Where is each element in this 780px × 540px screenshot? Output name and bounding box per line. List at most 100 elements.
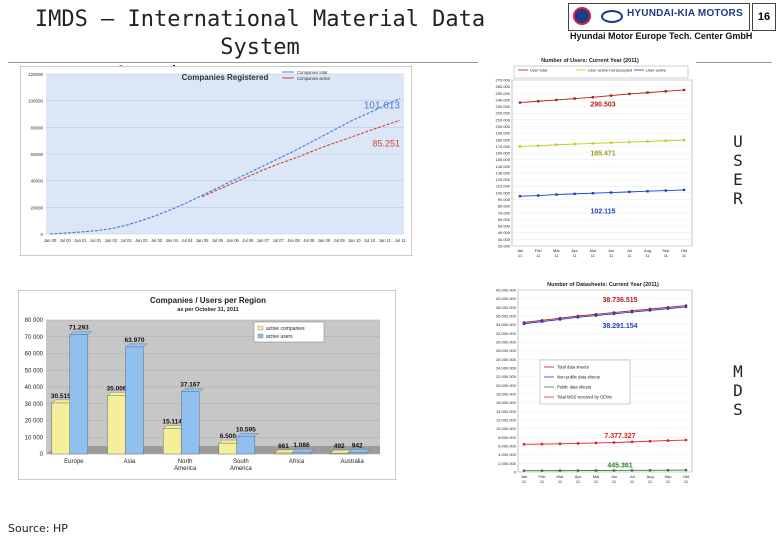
series-line [523, 469, 687, 472]
company-subline: Hyundai Motor Europe Tech. Center GmbH [570, 31, 753, 41]
y-tick-label: 6.000.000 [498, 444, 517, 449]
data-point [594, 469, 598, 472]
legend-label: Total MDS received by OEMs [557, 395, 612, 400]
y-tick-label: 24.000.000 [496, 366, 517, 371]
side-letter: M [733, 362, 743, 381]
x-tick-label: Feb [539, 474, 547, 479]
x-tick-label: 11 [576, 479, 581, 484]
y-tick-label: 16.000.000 [496, 400, 517, 405]
mds-side-label: M D S [728, 362, 748, 419]
y-tick-label: 20000 [30, 205, 43, 210]
data-point [666, 307, 670, 310]
bar [180, 391, 200, 455]
y-tick-label: 40 000 [25, 385, 44, 391]
data-point [609, 94, 613, 97]
x-tick-label: Jul [629, 474, 634, 479]
data-point [540, 319, 544, 322]
y-tick-label: 28.000.000 [496, 348, 517, 353]
x-tick-label: Asia [124, 459, 136, 465]
data-point [558, 442, 562, 446]
y-tick-label: 80.000 [498, 204, 511, 209]
legend-label: active companies [266, 326, 305, 332]
x-tick-label: Jan 10 [348, 238, 361, 243]
data-label: 15.114 [162, 419, 182, 426]
x-tick-label: Sep [662, 248, 670, 253]
x-tick-label: 11 [609, 253, 614, 258]
bar-top [69, 331, 93, 335]
bar [107, 395, 126, 455]
header-divider [8, 62, 772, 63]
data-point [573, 97, 576, 100]
data-point [664, 90, 667, 93]
y-tick-label: 14.000.000 [496, 409, 517, 414]
legend-label: User active [646, 68, 667, 73]
data-point [664, 189, 667, 192]
plot-area [511, 79, 693, 247]
y-tick-label: 22.000.000 [496, 374, 517, 379]
x-tick-label: Jan 07 [257, 238, 270, 243]
y-tick-label: 0 [514, 470, 517, 475]
users-current-year-chart: Number of Users: Current Year (2011) 20.0… [478, 56, 696, 266]
data-point [591, 142, 595, 145]
x-tick-label: 11 [522, 479, 527, 484]
x-tick-label: Jul 07 [273, 238, 285, 243]
x-tick-label: 11 [630, 479, 635, 484]
legend-label: User active-not accepted [588, 68, 632, 73]
partner-logo-icon [573, 7, 591, 25]
x-tick-label: 11 [594, 479, 599, 484]
x-tick-label: Sep [664, 474, 672, 479]
y-tick-label: 110.000 [496, 184, 511, 189]
data-point [648, 469, 652, 472]
x-tick-label: Jul [627, 248, 632, 253]
bar [125, 346, 144, 455]
data-label: 942 [352, 442, 363, 449]
x-tick-label: Jun [611, 474, 617, 479]
data-point [555, 193, 558, 196]
x-tick-label: 11 [554, 253, 559, 258]
x-tick-label: Jan 02 [105, 238, 118, 243]
companies-users-region-chart: 0 10 000 20 000 30 000 40 000 50 000 60 000 70 … [18, 290, 396, 480]
data-point [628, 140, 631, 144]
x-tick-label: Jan 03 [135, 238, 148, 243]
data-point [648, 307, 652, 311]
x-tick-label: Australia [340, 459, 364, 465]
y-tick-label: 34.000.000 [496, 322, 517, 327]
side-letter: S [733, 400, 743, 419]
data-point [522, 322, 526, 325]
legend-label: active users [266, 334, 293, 340]
legend-label: Total data sheets [557, 365, 589, 370]
y-tick-label: 70.000 [498, 210, 511, 215]
x-tick-label: Jan 00 [44, 238, 57, 243]
legend-box [253, 321, 325, 343]
y-tick-label: 12.000.000 [496, 418, 517, 423]
datasheets-current-year-chart: Number of Datasheets: Current Year (2011… [478, 280, 696, 492]
bar [347, 452, 367, 455]
y-tick-label: 60 000 [25, 352, 44, 358]
brand-name: HYUNDAI-KIA MOTORS [627, 8, 743, 19]
side-letter: R [733, 189, 743, 208]
data-point [609, 191, 613, 194]
data-label: 38.736.515 [602, 297, 637, 304]
x-tick-label: Aug [646, 474, 653, 479]
y-tick-label: 250.000 [496, 91, 511, 96]
data-point [630, 469, 634, 472]
x-tick-label: Jul 06 [242, 238, 254, 243]
data-point [666, 439, 670, 442]
y-tick-label: 60.000 [498, 217, 511, 222]
x-tick-label: 11 [648, 479, 653, 484]
data-label: 85.251 [372, 138, 400, 148]
y-tick-label: 40.000 [498, 230, 511, 235]
bar [51, 402, 71, 455]
y-tick-label: 150.000 [496, 157, 511, 162]
x-tick-label: 11 [684, 479, 689, 484]
y-tick-label: 36.000.000 [496, 314, 517, 319]
bar [162, 428, 182, 455]
y-tick-label: 170.000 [496, 144, 511, 149]
data-point [682, 88, 686, 92]
x-tick-label: Jan 06 [226, 238, 239, 243]
y-tick-label: 200.000 [496, 124, 511, 129]
x-tick-label: 11 [645, 253, 650, 258]
x-tick-label: 11 [627, 253, 632, 258]
data-point [591, 96, 595, 99]
